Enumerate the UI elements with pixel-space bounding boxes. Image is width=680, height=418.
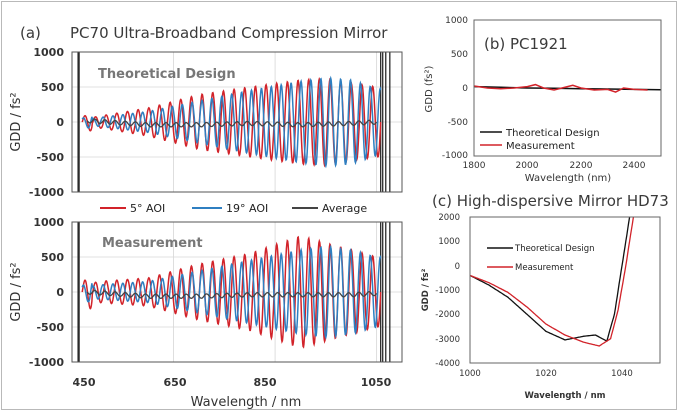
- c-series-measurement: [470, 217, 635, 347]
- panel-a-top-ylabel: GDD / fs²: [9, 92, 24, 151]
- legend-label-5deg: 5° AOI: [130, 202, 165, 215]
- b-ytick-1: 500: [451, 50, 468, 60]
- panel-c-plot-frame: [469, 216, 661, 364]
- a2-ytick-0: 1000: [33, 216, 64, 229]
- c-ytick-2: 0: [455, 262, 460, 272]
- panel-c: (c) High-dispersive Mirror HD73 Theoreti…: [421, 192, 669, 401]
- panel-a-title: PC70 Ultra-Broadband Compression Mirror: [70, 24, 388, 42]
- panel-a-label: (a): [20, 24, 41, 42]
- c-series-theoretical-design: [470, 217, 631, 343]
- panel-b-legend-label-theory: Theoretical Design: [505, 128, 600, 139]
- panel-c-series: [470, 217, 635, 347]
- panel-b-ylabel: GDD (fs²): [424, 65, 435, 112]
- b-xtick-3: 2400: [623, 161, 646, 171]
- panel-b-legend-label-measurement: Measurement: [506, 141, 575, 152]
- c-ytick-4: -2000: [435, 310, 460, 320]
- panel-a-legend: 5° AOI 19° AOI Average: [100, 202, 367, 215]
- b-xtick-1: 2000: [516, 161, 539, 171]
- b-ytick-3: -500: [448, 118, 469, 128]
- a2-xtick-2: 850: [254, 376, 277, 389]
- a2-series-average: [86, 289, 378, 299]
- c-ytick-5: -3000: [435, 335, 460, 345]
- panel-c-legend-label-theory: Theoretical Design: [514, 244, 595, 254]
- a2-ytick-1: 500: [41, 251, 64, 264]
- legend-label-average: Average: [322, 202, 367, 215]
- panel-a-bottom-ylabel: GDD / fs²: [9, 262, 24, 321]
- panel-b: (b) PC1921 Theoretical Design Measuremen…: [424, 16, 662, 184]
- panel-b-plot-frame: [473, 19, 662, 157]
- c-ytick-6: -4000: [435, 359, 460, 369]
- c-series-clip: [470, 217, 635, 347]
- c-ytick-0: 2000: [438, 213, 460, 223]
- b-xtick-2: 2200: [570, 161, 593, 171]
- panel-c-title: (c) High-dispersive Mirror HD73: [432, 192, 669, 210]
- b-ytick-2: 0: [462, 84, 468, 94]
- panel-a-xlabel: Wavelength / nm: [191, 395, 302, 410]
- legend-label-19deg: 19° AOI: [226, 202, 268, 215]
- panel-a-bottom-inner-title: Measurement: [102, 236, 203, 251]
- panel-a-bottom-series: [77, 222, 391, 362]
- panel-a-bottom: Measurement 1000 500 0 -500 -1000 450 65…: [9, 216, 403, 410]
- c-ytick-1: 1000: [438, 237, 460, 247]
- a1-series-average: [86, 118, 378, 128]
- panel-a-top-inner-title: Theoretical Design: [98, 67, 236, 82]
- c-xtick-2: 1040: [611, 369, 633, 379]
- b-ytick-4: -1000: [442, 151, 468, 161]
- a1-ytick-0: 1000: [33, 46, 64, 59]
- panel-b-title: (b) PC1921: [484, 35, 568, 53]
- panel-a-bottom-plot-frame: [71, 221, 403, 363]
- a2-series-clip: [77, 222, 391, 362]
- panel-b-series: [473, 83, 662, 93]
- c-xtick-0: 1000: [459, 369, 481, 379]
- panel-a-top-series: [77, 52, 391, 192]
- a1-ytick-3: -500: [36, 151, 64, 164]
- b-xtick-0: 1800: [463, 161, 486, 171]
- panel-a-top: (a) PC70 Ultra-Broadband Compression Mir…: [9, 24, 403, 199]
- a1-series-19-aoi: [81, 75, 382, 169]
- a2-xtick-0: 450: [73, 376, 96, 389]
- panel-c-legend-label-measurement: Measurement: [515, 263, 574, 273]
- a1-series-clip: [77, 52, 391, 192]
- panel-c-xlabel: Wavelength / nm: [525, 391, 606, 401]
- c-ytick-3: -1000: [435, 286, 460, 296]
- a1-ytick-2: 0: [56, 116, 64, 129]
- panel-a-top-plot-frame: [71, 51, 403, 193]
- a2-ytick-4: -1000: [29, 356, 65, 369]
- a2-xtick-1: 650: [164, 376, 187, 389]
- a1-ytick-1: 500: [41, 81, 64, 94]
- panel-c-ylabel: GDD / fs²: [421, 268, 431, 311]
- b-ytick-0: 1000: [445, 16, 468, 26]
- a2-ytick-2: 0: [56, 286, 64, 299]
- b-series-measurement: [473, 83, 648, 93]
- panel-b-xlabel: Wavelength (nm): [525, 173, 611, 184]
- a2-series-19-aoi: [81, 244, 382, 340]
- a2-xtick-3: 1050: [361, 376, 392, 389]
- c-xtick-1: 1020: [535, 369, 557, 379]
- a1-ytick-4: -1000: [29, 186, 65, 199]
- a2-ytick-3: -500: [36, 321, 64, 334]
